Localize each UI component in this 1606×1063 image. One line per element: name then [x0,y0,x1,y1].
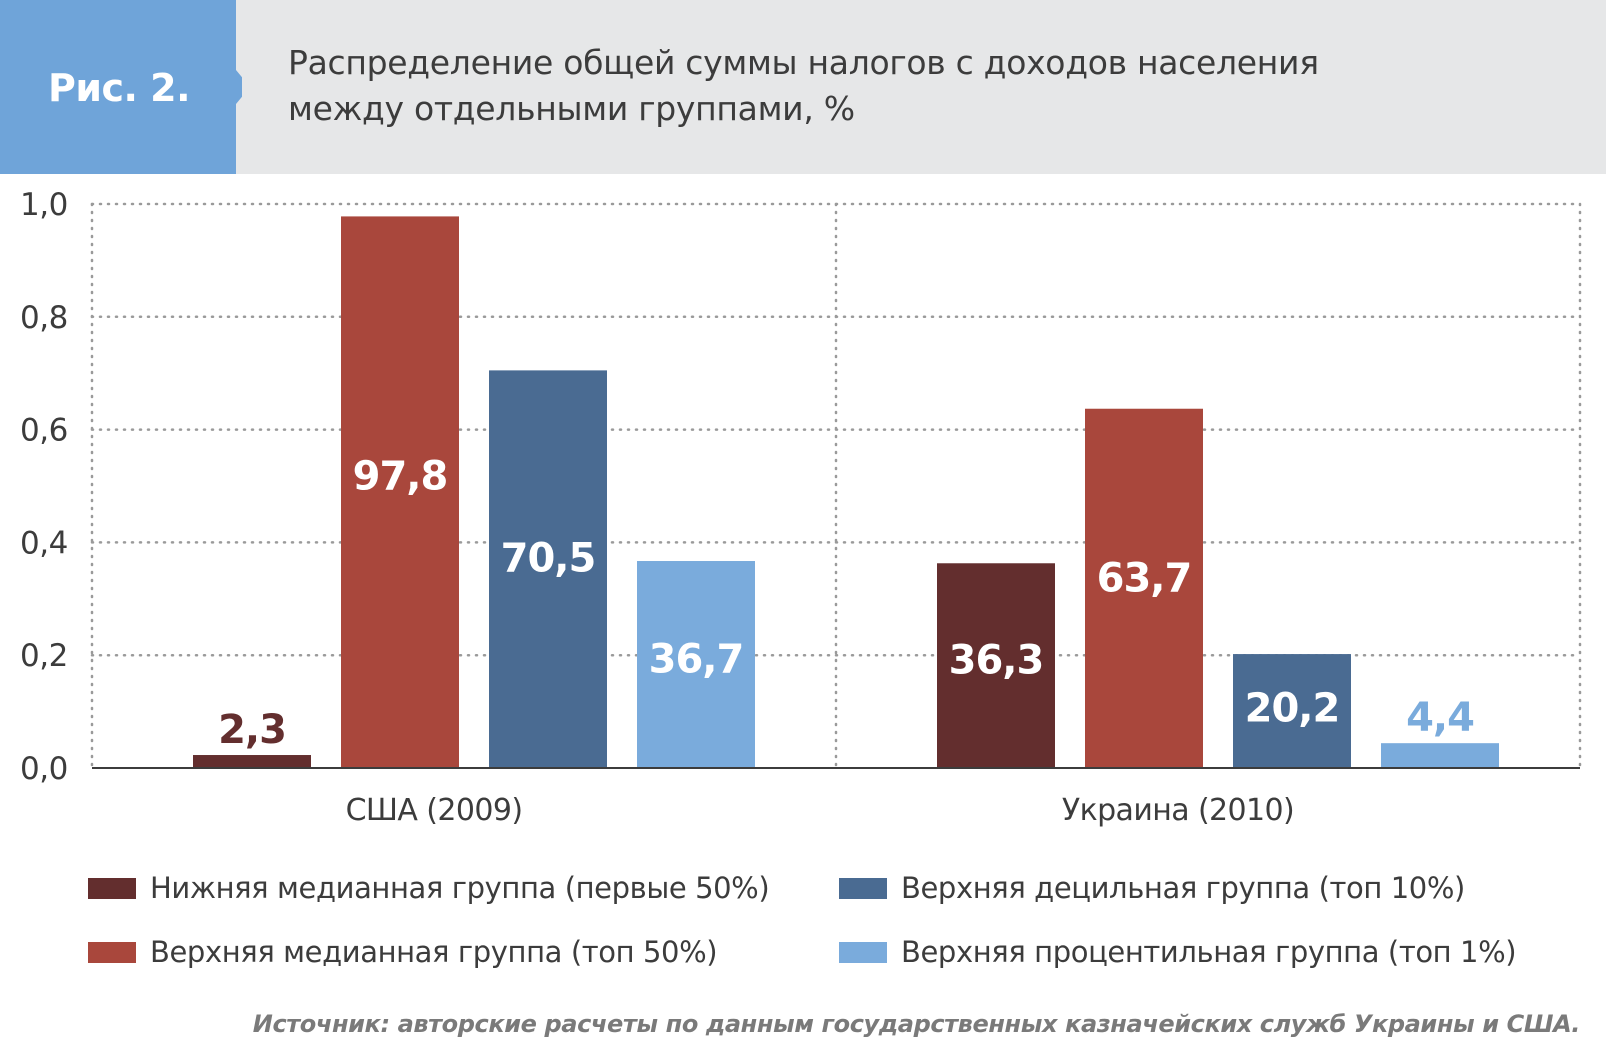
y-tick-label-4: 0,8 [20,300,68,336]
legend-item-2: Верхняя медианная группа (топ 50%) [88,932,718,972]
legend-item-4: Верхняя процентильная группа (топ 1%) [839,932,1517,972]
chart-legend: Нижняя медианная группа (первые 50%) Вер… [0,860,1606,980]
source-note: Источник: авторские расчеты по данным го… [252,1010,1581,1038]
legend-label-1: Нижняя медианная группа (первые 50%) [150,871,770,905]
legend-label-3: Верхняя децильная группа (топ 10%) [901,871,1465,905]
x-category-label-1: США (2009) [346,793,523,828]
legend-swatch-1 [88,877,136,899]
data-label-2-3: 20,2 [1245,686,1340,732]
figure-header: Рис. 2. Распределение общей суммы налого… [0,0,1606,174]
data-label-1-2: 97,8 [353,454,448,500]
y-tick-label-3: 0,6 [20,413,68,449]
y-tick-label-2: 0,4 [20,525,68,561]
figure-tag-shape [0,0,242,174]
data-label-2-4: 4,4 [1406,695,1474,741]
bar-chart: 0,0 0,2 0,4 0,6 0,8 1,0 2,3 97,8 70,5 36,7 США (20… [20,187,1582,828]
legend-swatch-2 [88,941,136,963]
y-tick-label-5: 1,0 [20,187,68,223]
bar-1-2 [341,216,459,768]
bar-2-4 [1381,743,1499,768]
bar-2-1 [937,563,1055,768]
chart-title-line-2: между отдельными группами, % [288,89,855,128]
data-label-2-2: 63,7 [1097,556,1192,602]
figure-tag: Рис. 2. [0,0,242,174]
legend-swatch-3 [839,877,887,899]
chart-title-line-1: Распределение общей суммы налогов с дохо… [288,43,1319,82]
x-category-label-2: Украина (2010) [1062,793,1294,828]
data-label-1-1: 2,3 [218,707,286,753]
bar-1-1 [193,755,311,768]
figure-label: Рис. 2. [48,66,191,110]
legend-label-2: Верхняя медианная группа (топ 50%) [150,935,718,969]
y-tick-label-0: 0,0 [20,751,68,787]
y-tick-label-1: 0,2 [20,638,68,674]
bar-1-4 [637,561,755,768]
bar-2-2 [1085,408,1203,768]
legend-item-3: Верхняя децильная группа (топ 10%) [839,868,1465,908]
legend-item-1: Нижняя медианная группа (первые 50%) [88,868,770,908]
data-label-2-1: 36,3 [949,637,1044,683]
bar-2-3 [1233,654,1351,768]
bar-1-3 [489,370,607,768]
legend-swatch-4 [839,941,887,963]
legend-label-4: Верхняя процентильная группа (топ 1%) [901,935,1517,969]
chart-title: Распределение общей суммы налогов с дохо… [288,40,1488,132]
data-label-1-4: 36,7 [649,636,744,682]
data-label-1-3: 70,5 [501,535,596,581]
